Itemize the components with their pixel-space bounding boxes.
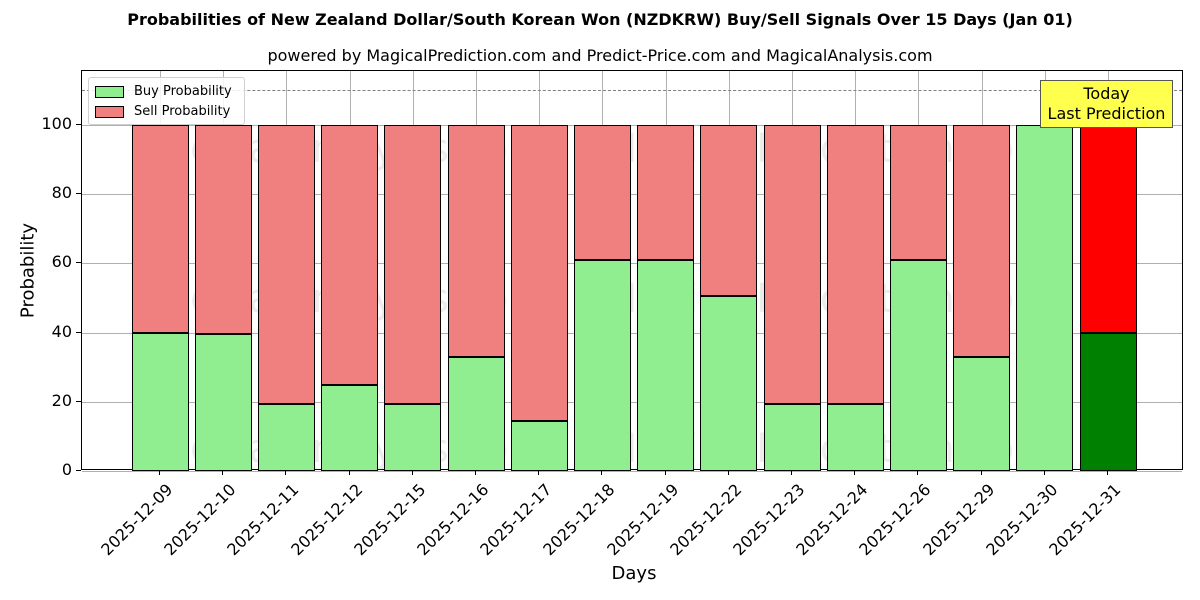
x-tick-mark [791,470,792,475]
buy-bar [573,259,631,471]
grid-line-h [82,263,1182,265]
chart-subtitle: powered by MagicalPrediction.com and Pre… [267,46,933,65]
grid-line-h [82,332,1182,334]
buy-bar [826,403,884,471]
annotation-line2: Last Prediction [1047,104,1166,123]
buy-bar [700,296,758,471]
sell-bar [889,125,947,260]
sell-bar [131,125,189,333]
x-tick-mark [601,470,603,475]
grid-line-h [82,194,1182,196]
y-tick-mark [76,262,81,264]
buy-bar [763,403,821,471]
legend-sell-label: Sell Probability [134,104,231,119]
buy-bar [384,403,442,471]
buy-bar [889,259,947,471]
buy-bar [131,332,189,471]
sell-bar [257,125,315,404]
buy-bar [953,356,1011,471]
x-tick-mark [285,470,287,475]
legend-item-buy: Buy Probability [95,84,232,99]
x-tick-mark [664,470,666,475]
sell-bar [700,125,758,297]
buy-bar [1079,332,1137,471]
x-tick-mark [159,470,160,475]
y-tick-mark [76,470,81,471]
reference-line [82,90,1182,92]
y-tick-label: 0 [61,460,72,479]
sell-bar [510,125,568,421]
today-annotation: Today Last Prediction [1040,80,1173,128]
plot-area: MagicalAnalysis.comMagicalPrediction.com… [81,70,1183,472]
x-tick-mark [222,470,224,475]
x-tick-mark [917,470,919,475]
legend: Buy Probability Sell Probability [88,77,245,125]
y-tick-mark [76,193,81,195]
grid-line-h [82,401,1182,403]
buy-bar [637,259,695,471]
chart-title: Probabilities of New Zealand Dollar/Sout… [127,10,1073,29]
x-tick-mark [411,470,413,475]
x-tick-mark [475,470,476,475]
x-tick-mark [1107,470,1108,475]
y-tick-mark [76,400,81,402]
y-tick-label: 60 [51,252,72,272]
y-tick-label: 20 [51,390,72,410]
sell-bar [573,125,631,260]
sell-bar [194,125,252,335]
x-tick-mark [538,470,540,475]
sell-bar [763,125,821,404]
grid-line-h [82,125,1182,126]
sell-bar [447,125,505,357]
legend-buy-label: Buy Probability [134,84,232,99]
sell-bar [384,125,442,404]
y-tick-mark [76,124,81,125]
buy-bar [447,356,505,471]
y-tick-label: 100 [41,114,72,133]
buy-bar [1016,125,1074,471]
x-tick-mark [980,470,982,475]
buy-bar [257,403,315,471]
x-tick-mark [1043,470,1045,475]
x-tick-mark [727,470,729,475]
buy-bar [321,384,379,471]
legend-item-sell: Sell Probability [95,104,230,119]
y-tick-label: 80 [51,183,72,203]
buy-bar [510,420,568,471]
sell-bar [321,125,379,385]
sell-swatch-icon [95,105,124,118]
sell-bar [637,125,695,260]
sell-bar [826,125,884,404]
y-tick-label: 40 [51,321,72,341]
grid-line-h [82,471,1182,472]
y-tick-mark [76,331,81,333]
x-tick-mark [854,470,856,475]
buy-bar [194,334,252,471]
y-axis-label: Probability [17,222,39,319]
x-axis-label: Days [611,563,657,584]
buy-swatch-icon [95,85,124,98]
sell-bar [953,125,1011,357]
x-tick-mark [348,470,350,475]
sell-bar [1079,125,1137,333]
annotation-line1: Today [1083,84,1130,103]
